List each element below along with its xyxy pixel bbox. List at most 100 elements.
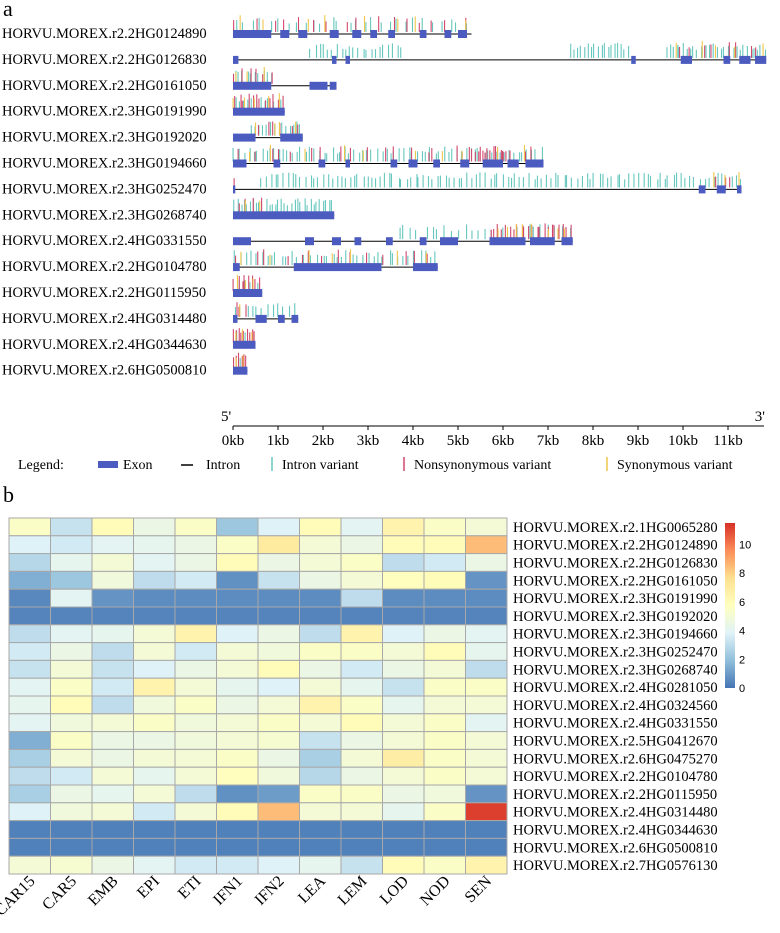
exon-block xyxy=(530,237,555,246)
heatmap-row-label: HORVU.MOREX.r2.2HG0115950 xyxy=(513,787,717,803)
heatmap-cell xyxy=(423,802,466,822)
heatmap-row-label: HORVU.MOREX.r2.4HG0331550 xyxy=(513,716,718,732)
heatmap-row-label: HORVU.MOREX.r2.4HG0314480 xyxy=(513,805,718,821)
heatmap-cell xyxy=(133,820,176,839)
exon-block xyxy=(755,55,767,64)
heatmap-cell xyxy=(174,553,217,572)
heatmap-cell xyxy=(50,588,93,608)
heatmap-cell xyxy=(8,748,51,768)
axis-tick-label: 7kb xyxy=(537,433,560,449)
heatmap-cell xyxy=(174,517,217,537)
legend-exon-swatch xyxy=(98,461,118,468)
heatmap-cell xyxy=(133,642,176,661)
heatmap-cell xyxy=(257,837,300,857)
heatmap-column-label: CAR15 xyxy=(0,873,39,920)
gene-track xyxy=(233,352,248,375)
heatmap-cell xyxy=(340,766,383,786)
heatmap-cell xyxy=(8,766,51,786)
heatmap-cell xyxy=(8,570,51,590)
heatmap-cell xyxy=(423,820,466,839)
exon-block xyxy=(680,55,692,64)
exon-block xyxy=(408,159,418,168)
gene-track xyxy=(233,302,299,323)
heatmap-column-label: ETI xyxy=(175,873,205,903)
exon-block xyxy=(458,30,467,38)
exon-block xyxy=(440,237,458,246)
heatmap-row-label: HORVU.MOREX.r2.5HG0412670 xyxy=(513,734,718,750)
heatmap-cell xyxy=(423,837,466,857)
heatmap-cell xyxy=(133,784,176,804)
heatmap-cell xyxy=(299,855,342,875)
exon-block xyxy=(444,30,452,38)
heatmap-cell xyxy=(382,713,425,733)
heatmap-cell xyxy=(257,553,300,572)
gene-label: HORVU.MOREX.r2.3HG0252470 xyxy=(2,181,207,197)
gene-label: HORVU.MOREX.r2.3HG0268740 xyxy=(2,207,207,223)
heatmap-cell xyxy=(216,642,259,661)
heatmap-row-label: HORVU.MOREX.r2.3HG0191990 xyxy=(513,591,718,607)
heatmap-cell xyxy=(257,606,300,626)
heatmap-cell xyxy=(257,624,300,644)
heatmap xyxy=(8,517,508,875)
heatmap-cell xyxy=(133,570,176,590)
heatmap-cell xyxy=(423,659,466,679)
exon-block xyxy=(233,211,335,220)
heatmap-cell xyxy=(174,820,217,839)
heatmap-cell xyxy=(50,766,93,786)
heatmap-cell xyxy=(299,553,342,572)
heatmap-cell xyxy=(8,517,51,537)
heatmap-cell xyxy=(257,784,300,804)
heatmap-cell xyxy=(216,624,259,644)
heatmap-cell xyxy=(340,535,383,555)
exon-block xyxy=(280,30,290,38)
heatmap-cell xyxy=(465,748,508,768)
heatmap-cell xyxy=(299,659,342,679)
exon-block xyxy=(233,289,263,297)
heatmap-cell xyxy=(257,695,300,715)
heatmap-cell xyxy=(423,535,466,555)
heatmap-column-label: SEN xyxy=(462,872,496,906)
exon-block xyxy=(739,55,751,64)
heatmap-cell xyxy=(465,784,508,804)
axis-tick-label: 6kb xyxy=(492,433,515,449)
heatmap-cell xyxy=(382,659,425,679)
heatmap-cell xyxy=(423,731,466,750)
heatmap-cell xyxy=(50,855,93,875)
heatmap-cell xyxy=(133,713,176,733)
heatmap-cell xyxy=(382,748,425,768)
heatmap-cell xyxy=(133,677,176,697)
exon-block xyxy=(419,30,427,38)
heatmap-cell xyxy=(8,695,51,715)
heatmap-cell xyxy=(216,659,259,679)
colorbar-tick-label: 2 xyxy=(739,654,745,666)
heatmap-cell xyxy=(465,570,508,590)
heatmap-cell xyxy=(299,570,342,590)
heatmap-row-label: HORVU.MOREX.r2.4HG0324560 xyxy=(513,698,718,714)
gene-label: HORVU.MOREX.r2.2HG0104780 xyxy=(2,259,207,275)
heatmap-cell xyxy=(91,588,134,608)
heatmap-cell xyxy=(91,713,134,733)
exon-block xyxy=(255,314,267,323)
heatmap-cell xyxy=(423,748,466,768)
exon-block xyxy=(305,237,314,246)
heatmap-cell xyxy=(299,677,342,697)
exon-block xyxy=(386,237,393,246)
panel-a-label: a xyxy=(3,0,13,21)
heatmap-cell xyxy=(465,731,508,750)
heatmap-cell xyxy=(91,802,134,822)
heatmap-cell xyxy=(340,695,383,715)
heatmap-cell xyxy=(91,642,134,661)
heatmap-cell xyxy=(91,677,134,697)
heatmap-cell xyxy=(299,642,342,661)
heatmap-cell xyxy=(382,535,425,555)
heatmap-cell xyxy=(8,820,51,839)
heatmap-cell xyxy=(91,748,134,768)
exon-block xyxy=(233,340,256,349)
heatmap-cell xyxy=(465,837,508,857)
heatmap-cell xyxy=(257,570,300,590)
heatmap-cell xyxy=(174,837,217,857)
heatmap-cell xyxy=(423,570,466,590)
heatmap-cell xyxy=(423,588,466,608)
heatmap-cell xyxy=(216,837,259,857)
heatmap-cell xyxy=(216,535,259,555)
